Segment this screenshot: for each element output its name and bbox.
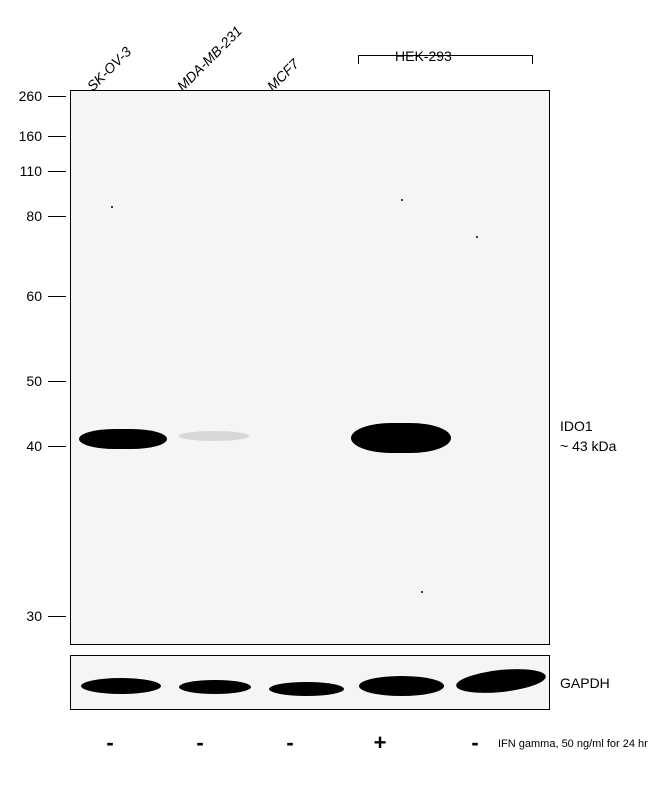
blot-speck [421,591,423,593]
marker-tick [48,171,66,172]
blot-speck [111,206,113,208]
marker-50: 50 [18,373,42,389]
marker-60: 60 [18,288,42,304]
ido1-band-lane4 [351,423,451,453]
gapdh-band-lane1 [81,678,161,694]
treatment-lane3: - [280,730,300,756]
marker-110: 110 [10,163,42,179]
treatment-lane1: - [100,730,120,756]
marker-80: 80 [18,208,42,224]
main-blot [70,90,550,645]
lane-label-skov3: SK-OV-3 [84,43,135,94]
ido1-label: IDO1 [560,418,593,434]
treatment-lane2: - [190,730,210,756]
gapdh-band-lane4 [359,676,444,696]
marker-tick [48,446,66,447]
ido1-band-lane2-faint [179,431,249,441]
treatment-lane4: + [370,730,390,756]
blot-speck [476,236,478,238]
ido1-band-lane1 [79,429,167,449]
gapdh-band-lane2 [179,680,251,694]
gapdh-label: GAPDH [560,675,610,691]
lane-label-mdamb231: MDA-MB-231 [174,23,245,94]
marker-40: 40 [18,438,42,454]
ido1-mw-label: ~ 43 kDa [560,438,616,454]
lane-label-hek293: HEK-293 [395,48,452,64]
marker-tick [48,136,66,137]
marker-tick [48,96,66,97]
marker-tick [48,616,66,617]
lane-bracket-hek293 [358,55,533,56]
marker-260: 260 [10,88,42,104]
treatment-condition-label: IFN gamma, 50 ng/ml for 24 hr [498,738,648,750]
blot-speck [401,199,403,201]
marker-tick [48,381,66,382]
treatment-lane5: - [465,730,485,756]
marker-tick [48,296,66,297]
lane-label-mcf7: MCF7 [264,56,302,94]
gapdh-band-lane3 [269,682,344,696]
gapdh-blot [70,655,550,710]
gapdh-band-lane5 [455,665,547,696]
marker-30: 30 [18,608,42,624]
marker-160: 160 [10,128,42,144]
marker-tick [48,216,66,217]
